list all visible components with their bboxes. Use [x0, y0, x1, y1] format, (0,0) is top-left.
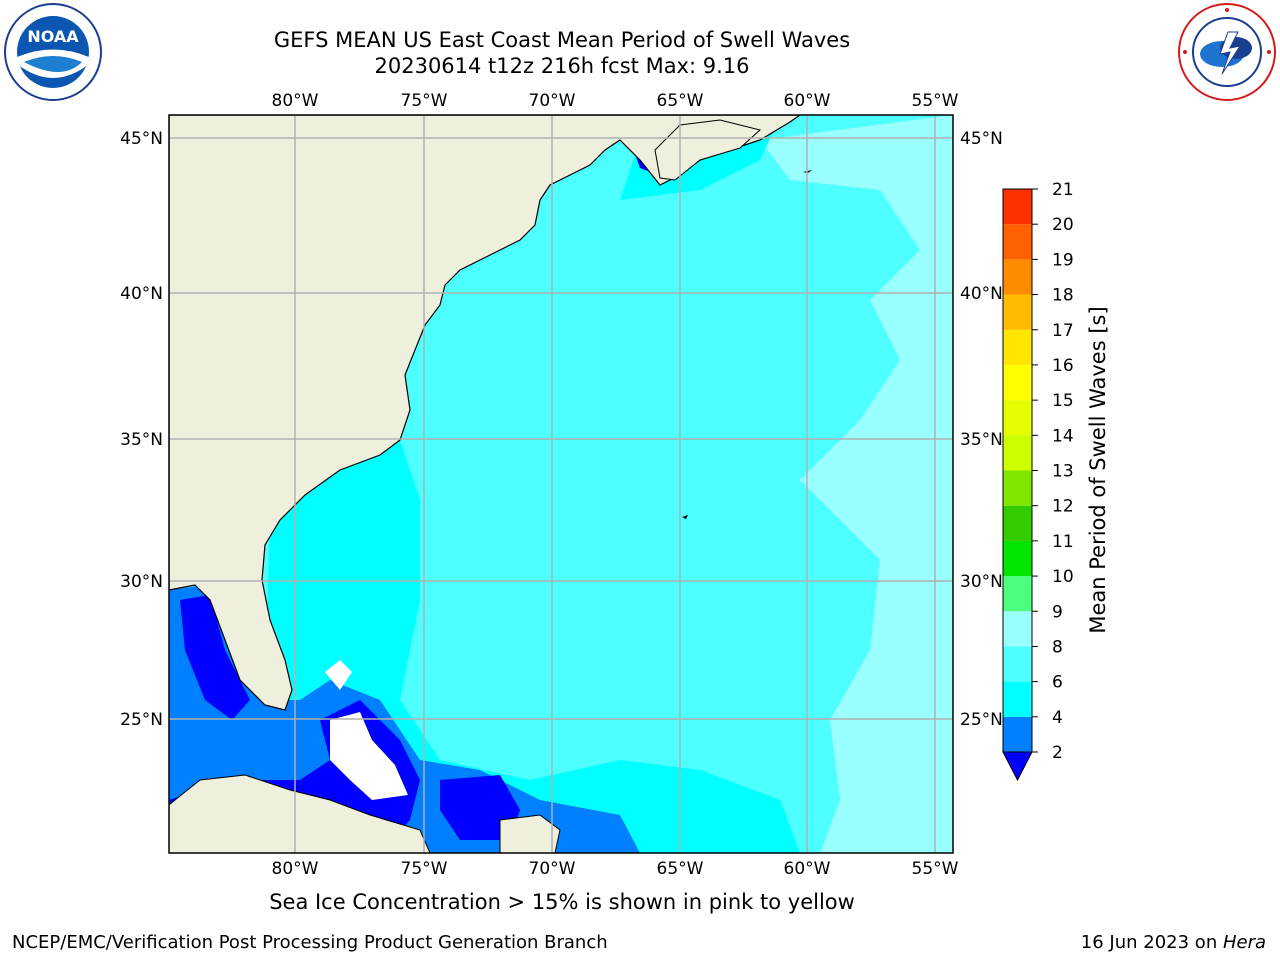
colorbar-label: Mean Period of Swell Waves [s] [1086, 306, 1110, 633]
colorbar-box [1003, 540, 1032, 577]
north-america-land [169, 115, 802, 711]
colorbar-box [1003, 294, 1032, 330]
lon-label-bottom: 65°W [657, 859, 704, 879]
colorbar-tick-label: 17 [1052, 321, 1074, 341]
lon-label-top: 60°W [784, 91, 831, 111]
footer-credit: NCEP/EMC/Verification Post Processing Pr… [12, 932, 608, 953]
colorbar-tick-label: 9 [1052, 602, 1063, 622]
sea-ice-note: Sea Ice Concentration > 15% is shown in … [269, 890, 855, 914]
chart-subtitle: 20230614 t12z 216h fcst Max: 9.16 [374, 54, 750, 78]
lat-label-right: 40°N [960, 284, 1003, 304]
footer-timestamp: 16 Jun 2023 on Hera [1081, 932, 1266, 953]
lon-label-bottom: 55°W [912, 859, 959, 879]
colorbar-box [1003, 189, 1032, 225]
noaa-logo-icon: NOAA [2, 2, 104, 102]
lon-label-bottom: 70°W [529, 859, 576, 879]
colorbar-tick-label: 11 [1052, 532, 1074, 552]
colorbar-tick-label: 12 [1052, 497, 1074, 517]
colorbar-box [1003, 435, 1032, 471]
colorbar-tick-label: 20 [1052, 215, 1074, 235]
cuba-land [169, 774, 431, 853]
colorbar-box [1003, 364, 1032, 401]
svg-text:NOAA: NOAA [27, 27, 79, 46]
bahamas-banks-region [330, 712, 408, 800]
national-weather-service-logo-icon [1176, 2, 1278, 102]
colorbar-tick-label: 18 [1052, 286, 1074, 306]
colorbar-tick-label: 21 [1052, 180, 1074, 200]
colorbar-tick-label: 16 [1052, 356, 1074, 376]
lon-label-top: 65°W [657, 91, 704, 111]
lat-label-right: 25°N [960, 710, 1003, 730]
little-bahama-bank [325, 660, 352, 690]
colorbar-box [1003, 505, 1032, 541]
chart-title: GEFS MEAN US East Coast Mean Period of S… [273, 28, 851, 52]
colorbar-extend-arrow [1002, 751, 1033, 782]
colorbar: 2 4 6 8 9 10 11 12 13 14 15 16 17 18 19 20 21 [1002, 180, 1074, 782]
hispaniola-land [499, 814, 561, 853]
lon-label-top: 75°W [401, 91, 448, 111]
colorbar-tick-label: 6 [1052, 673, 1063, 693]
lon-label-bottom: 60°W [784, 859, 831, 879]
swell-8-9s-region [760, 115, 953, 853]
colorbar-box [1003, 224, 1032, 260]
lon-label-top: 55°W [912, 91, 959, 111]
colorbar-tick-label: 4 [1052, 708, 1063, 728]
map-gridlines [169, 115, 953, 853]
map-frame [168, 114, 954, 854]
lat-label-left: 25°N [120, 710, 163, 730]
colorbar-box [1003, 400, 1032, 436]
lat-label-left: 30°N [120, 572, 163, 592]
colorbar-tick-label: 2 [1052, 743, 1063, 763]
colorbar-tick-label: 14 [1052, 426, 1074, 446]
footer-host: Hera [1222, 932, 1266, 953]
colorbar-tick-label: 8 [1052, 637, 1063, 657]
colorbar-tick-label: 15 [1052, 391, 1074, 411]
lat-label-right: 30°N [960, 572, 1003, 592]
colorbar-box [1003, 716, 1032, 752]
lat-label-left: 40°N [120, 284, 163, 304]
colorbar-box [1003, 646, 1032, 682]
lon-label-bottom: 75°W [401, 859, 448, 879]
lon-label-top: 70°W [529, 91, 576, 111]
lat-label-right: 35°N [960, 430, 1003, 450]
colorbar-box [1003, 611, 1032, 647]
colorbar-tick-label: 10 [1052, 567, 1074, 587]
bermuda-island [682, 515, 688, 519]
colorbar-box [1003, 259, 1032, 295]
colorbar-box [1003, 470, 1032, 506]
lon-label-top: 80°W [272, 91, 319, 111]
colorbar-tick-label: 13 [1052, 462, 1074, 482]
footer-date: 16 Jun 2023 on [1080, 932, 1223, 953]
lat-label-left: 45°N [120, 129, 163, 149]
nova-scotia-land [654, 119, 762, 181]
colorbar-tick-label: 19 [1052, 250, 1074, 270]
colorbar-box [1003, 681, 1032, 717]
colorbar-box [1003, 329, 1032, 365]
lon-label-bottom: 80°W [272, 859, 319, 879]
lat-label-left: 35°N [120, 430, 163, 450]
swell-2-4s-gulf [180, 595, 250, 720]
lat-label-right: 45°N [960, 129, 1003, 149]
colorbar-box [1003, 576, 1032, 612]
